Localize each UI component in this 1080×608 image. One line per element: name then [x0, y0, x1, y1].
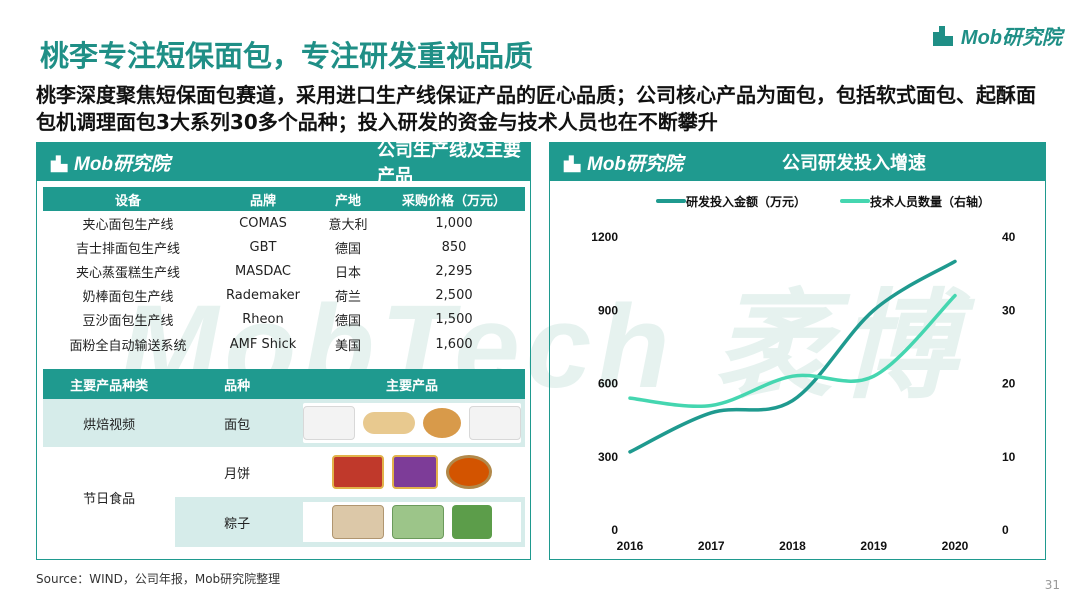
column-header: 采购价格（万元） — [383, 187, 525, 211]
mooncake-box-image — [446, 455, 492, 489]
cell-equipment: 吉士排面包生产线 — [75, 241, 180, 257]
page-number: 31 — [1044, 578, 1060, 592]
mooncake-box-image — [392, 455, 438, 489]
source-note: Source：WIND，公司年报，Mob研究院整理 — [36, 572, 281, 586]
cell-equipment: 奶棒面包生产线 — [82, 290, 174, 306]
cell-origin: 意大利 — [328, 217, 368, 233]
column-header: 品牌 — [213, 187, 313, 211]
building-icon — [563, 154, 581, 172]
cell-variety: 月饼 — [224, 466, 251, 482]
product-images — [299, 497, 525, 547]
table-row: 夹心面包生产线 COMAS 意大利 1,000 — [43, 211, 525, 235]
series-line-1 — [628, 259, 957, 454]
cell-equipment: 豆沙面包生产线 — [82, 314, 174, 330]
cell-category: 烘焙视频 — [83, 417, 136, 433]
cell-equipment: 夹心面包生产线 — [82, 217, 174, 233]
legend-label: 研发投入金额（万元） — [686, 194, 806, 209]
cell-brand: GBT — [249, 239, 277, 255]
bread-package-image — [303, 406, 355, 440]
cell-price: 850 — [441, 239, 467, 255]
table-row: 面粉全自动输送系统 AMF Shick 美国 1,600 — [43, 332, 525, 356]
cell-origin: 日本 — [334, 265, 361, 281]
cell-origin: 德国 — [334, 241, 361, 257]
x-tick-label: 2017 — [698, 539, 725, 553]
cell-brand: Rheon — [242, 312, 284, 328]
x-tick-label: 2019 — [860, 539, 887, 553]
production-panel: Mob研究院 公司生产线及主要产品 设备 品牌 产地 采购价格（万元） 夹心面包… — [36, 140, 531, 560]
page-subtitle: 桃李深度聚焦短保面包赛道，采用进口生产线保证产品的匠心品质；公司核心产品为面包，… — [36, 83, 1036, 134]
cell-brand: COMAS — [239, 215, 287, 231]
table-row: 夹心蒸蛋糕生产线 MASDAC 日本 2,295 — [43, 259, 525, 283]
y-left-tick-label: 0 — [611, 523, 618, 537]
x-tick-label: 2016 — [617, 539, 644, 553]
table-row: 吉士排面包生产线 GBT 德国 850 — [43, 235, 525, 259]
table-row: 豆沙面包生产线 Rheon 德国 1,500 — [43, 308, 525, 332]
rd-line-chart: 0 300 600 900 1200 0 10 20 30 40 2016 2017 2018 2019 2… — [591, 194, 1016, 553]
cell-brand: Rademaker — [225, 288, 300, 304]
brand-logo: Mob研究院 — [931, 20, 1062, 50]
product-images — [299, 399, 525, 447]
panel-logo: Mob研究院 — [562, 149, 683, 176]
page-title: 桃李专注短保面包，专注研发重视品质 — [40, 39, 534, 73]
panel-title: 公司生产线及主要产品 — [377, 140, 521, 187]
cell-brand: MASDAC — [235, 263, 291, 279]
cell-price: 2,500 — [435, 288, 473, 304]
building-icon — [50, 154, 68, 172]
mooncake-box-image — [332, 455, 384, 489]
x-tick-label: 2018 — [779, 539, 806, 553]
series-line-2 — [628, 293, 957, 408]
production-lines-table: 设备 品牌 产地 采购价格（万元） 夹心面包生产线 COMAS 意大利 1,00… — [43, 187, 525, 356]
table-row: 节日食品 月饼 — [43, 447, 525, 507]
products-table: 主要产品种类 品种 主要产品 烘焙视频 面包 节日食品 — [43, 369, 525, 547]
cell-origin: 美国 — [334, 338, 361, 354]
cell-origin: 德国 — [334, 314, 361, 330]
building-icon — [932, 26, 953, 46]
y-right-tick-label: 10 — [1002, 450, 1016, 464]
column-header: 主要产品种类 — [43, 369, 176, 399]
panel-logo-text: Mob研究院 — [587, 154, 684, 175]
cell-price: 1,600 — [435, 336, 473, 352]
rd-panel: Mob研究院 公司研发投入增速 0 300 600 900 1200 0 10 20 30 40 2… — [549, 142, 1046, 560]
cell-origin: 荷兰 — [334, 290, 361, 306]
product-images — [299, 447, 525, 497]
y-left-tick-label: 1200 — [591, 230, 618, 244]
panel-logo: Mob研究院 — [49, 149, 170, 176]
column-header: 主要产品 — [299, 369, 525, 399]
column-header: 设备 — [43, 187, 213, 211]
panel-logo-text: Mob研究院 — [74, 154, 171, 175]
table-row: 烘焙视频 面包 — [43, 399, 525, 447]
x-tick-label: 2020 — [942, 539, 969, 553]
zongzi-gift-image — [332, 505, 384, 539]
cell-variety: 粽子 — [224, 516, 251, 532]
y-left-tick-label: 900 — [598, 303, 618, 317]
y-right-tick-label: 40 — [1002, 230, 1016, 244]
zongzi-bag-image — [452, 505, 492, 539]
zongzi-box-image — [392, 505, 444, 539]
y-left-tick-label: 600 — [598, 377, 618, 391]
cell-variety: 面包 — [224, 417, 251, 433]
cell-category: 节日食品 — [83, 491, 136, 507]
cell-price: 2,295 — [435, 263, 473, 279]
y-right-tick-label: 30 — [1002, 303, 1016, 317]
bread-image — [363, 412, 415, 434]
legend-label: 技术人员数量（右轴） — [870, 194, 990, 209]
cell-price: 1,000 — [435, 215, 473, 231]
cell-price: 1,500 — [435, 312, 473, 328]
y-left-tick-label: 300 — [598, 450, 618, 464]
panel-header: Mob研究院 公司研发投入增速 — [550, 143, 1045, 181]
cell-equipment: 夹心蒸蛋糕生产线 — [75, 265, 180, 281]
panel-header: Mob研究院 公司生产线及主要产品 — [37, 140, 530, 187]
y-right-tick-label: 20 — [1002, 377, 1016, 391]
logo-text: Mob研究院 — [960, 26, 1062, 49]
column-header: 品种 — [175, 369, 299, 399]
cell-brand: AMF Shick — [229, 336, 297, 352]
column-header: 产地 — [313, 187, 383, 211]
y-right-tick-label: 0 — [1002, 523, 1009, 537]
cell-equipment: 面粉全自动输送系统 — [69, 338, 187, 354]
table-row: 奶棒面包生产线 Rademaker 荷兰 2,500 — [43, 284, 525, 308]
panel-title: 公司研发投入增速 — [782, 153, 926, 174]
bread-package-image — [469, 406, 521, 440]
bun-image — [423, 408, 461, 438]
